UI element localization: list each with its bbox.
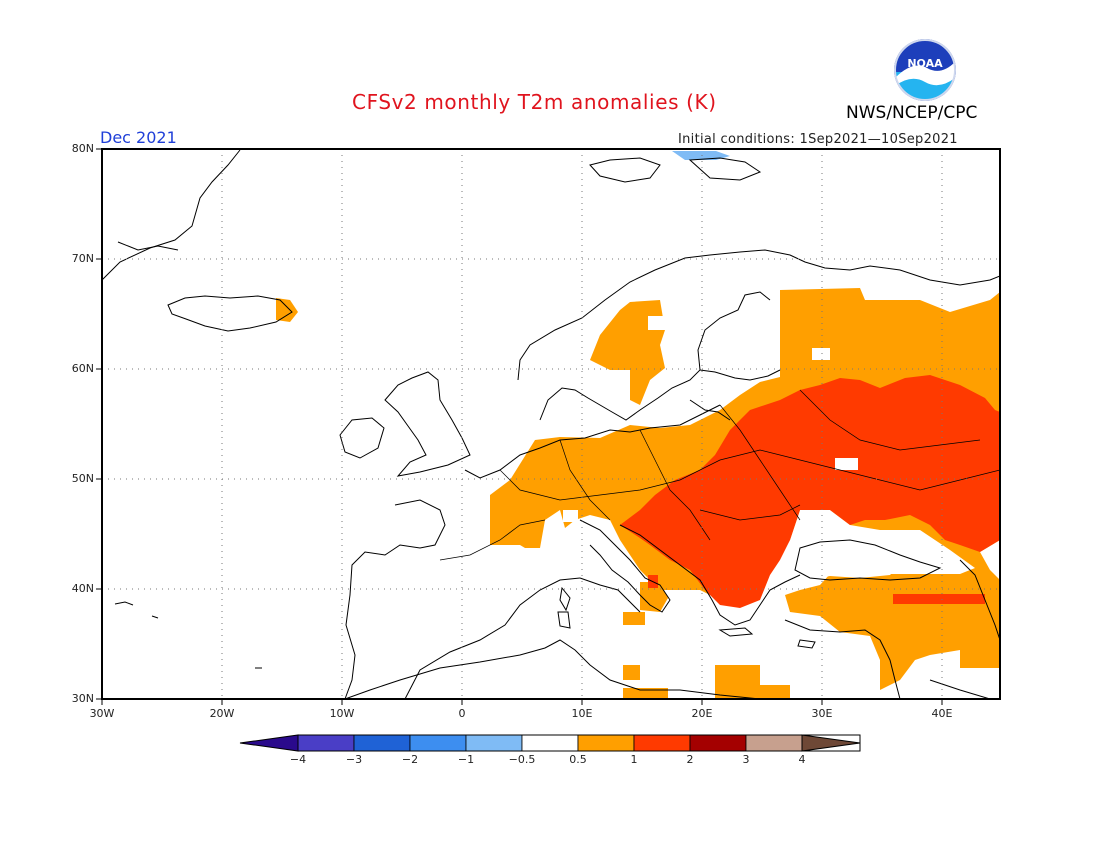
colorbar-tick-label: 1 — [630, 753, 638, 766]
colorbar-segment — [577, 734, 635, 752]
colorbar-tick-label: 4 — [798, 753, 806, 766]
map-frame — [101, 148, 1001, 700]
lon-label-20e: 20E — [691, 707, 713, 720]
noaa-logo: NOAA — [894, 39, 956, 101]
initial-conditions: Initial conditions: 1Sep2021—10Sep2021 — [678, 132, 958, 147]
colorbar-segment — [633, 734, 691, 752]
coastlines — [102, 149, 1000, 699]
colorbar-segment — [689, 734, 747, 752]
colorbar-segment — [409, 734, 467, 752]
lon-label-30e: 30E — [811, 707, 833, 720]
colorbar-segment — [745, 734, 803, 752]
colorbar-tick-label: −0.5 — [508, 753, 536, 766]
anomaly-region-negative — [672, 151, 730, 160]
colorbar-tick-label: 0.5 — [569, 753, 587, 766]
lat-label-70n: 70N — [71, 252, 94, 265]
colorbar-tick-label: −2 — [401, 753, 419, 766]
lon-label-0: 0 — [458, 707, 466, 720]
lat-label-60n: 60N — [71, 362, 94, 375]
colorbar-arrow-right — [801, 734, 861, 752]
colorbar-tick-label: 3 — [742, 753, 750, 766]
colorbar-segment — [353, 734, 411, 752]
colorbar-segment — [297, 734, 355, 752]
org-label: NWS/NCEP/CPC — [846, 103, 978, 123]
forecast-month: Dec 2021 — [100, 128, 177, 147]
lon-label-10w: 10W — [329, 707, 355, 720]
map-title: CFSv2 monthly T2m anomalies (K) — [352, 90, 717, 114]
lat-label-40n: 40N — [71, 582, 94, 595]
colorbar-segment — [465, 734, 523, 752]
axis-ticks — [96, 148, 943, 705]
lat-label-50n: 50N — [71, 472, 94, 485]
lat-label-80n: 80N — [71, 142, 94, 155]
lon-label-10e: 10E — [571, 707, 593, 720]
logo-text: NOAA — [907, 57, 943, 70]
lat-label-30n: 30N — [71, 692, 94, 705]
lon-label-20w: 20W — [209, 707, 235, 720]
colorbar-tick-label: −1 — [457, 753, 475, 766]
colorbar-tick-label: −4 — [289, 753, 307, 766]
lon-label-40e: 40E — [931, 707, 953, 720]
colorbar-tick-label: 2 — [686, 753, 694, 766]
anomaly-region-1-to-2 — [620, 375, 1000, 608]
colorbar-segment — [521, 734, 579, 752]
colorbar-tick-label: −3 — [345, 753, 363, 766]
colorbar-arrow-left — [239, 734, 299, 752]
lon-label-30w: 30W — [89, 707, 115, 720]
